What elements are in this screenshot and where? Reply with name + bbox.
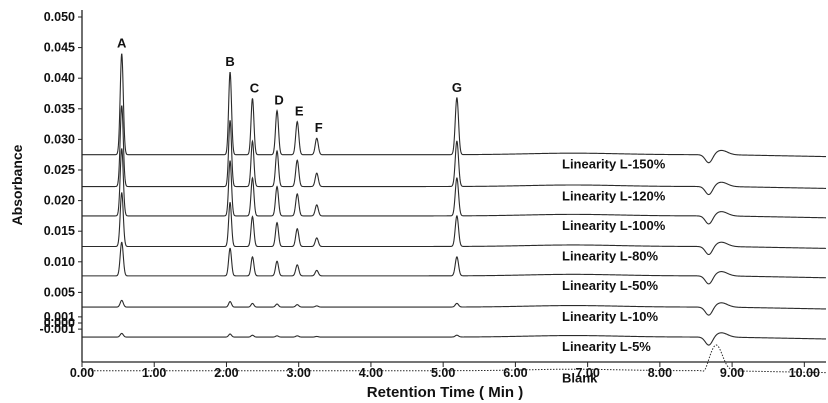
x-tick-label: 5.00 (431, 366, 455, 380)
trace-label-7: Linearity L-5% (562, 339, 651, 354)
trace-label-3: Linearity L-100% (562, 218, 666, 233)
x-tick-label: 8.00 (648, 366, 672, 380)
y-tick-label: 0.045 (44, 41, 75, 55)
x-tick-label: 3.00 (287, 366, 311, 380)
peak-label-g: G (452, 80, 462, 95)
series-line-7 (82, 332, 826, 346)
y-tick-label: 0.020 (44, 194, 75, 208)
peak-label-e: E (295, 104, 304, 119)
y-axis-title: Absorbance (9, 144, 25, 225)
trace-label-5: Linearity L-50% (562, 278, 659, 293)
x-axis-title: Retention Time ( Min ) (367, 384, 523, 401)
x-tick-label: 2.00 (214, 366, 238, 380)
trace-labels-layer: Linearity L-150% Linearity L-120% Linearit… (562, 157, 666, 386)
x-tick-label: 9.00 (720, 366, 744, 380)
series-line-4 (82, 192, 826, 256)
y-tick-label: -0.001 (40, 322, 75, 336)
series-line-8 (82, 344, 826, 374)
y-tick-label: 0.015 (44, 224, 75, 238)
trace-label-2: Linearity L-120% (562, 189, 666, 204)
y-tick-label: 0.035 (44, 102, 75, 116)
x-tick-label: 6.00 (503, 366, 527, 380)
series-line-6 (82, 299, 826, 316)
peak-label-a: A (117, 36, 127, 51)
x-tick-label: 7.00 (575, 366, 599, 380)
peak-label-f: F (315, 120, 323, 135)
ticks-layer: 0.00 1.00 2.00 3.00 4.00 5.00 6.00 7.00 8.00 9.00… (40, 10, 820, 380)
axes-layer (81, 10, 826, 363)
y-tick-label: 0.005 (44, 285, 75, 299)
peak-label-d: D (274, 93, 283, 108)
series-line-2 (82, 105, 827, 196)
series-line-3 (82, 148, 826, 225)
peak-label-b: B (225, 54, 234, 69)
y-tick-label: 0.001 (44, 310, 75, 324)
y-tick-label: 0.025 (44, 163, 75, 177)
series-line-1 (82, 53, 826, 164)
trace-label-4: Linearity L-80% (562, 249, 659, 264)
trace-label-6: Linearity L-10% (562, 309, 659, 324)
x-tick-label: 1.00 (142, 366, 166, 380)
peak-label-c: C (250, 80, 260, 95)
trace-label-8: Blank (562, 371, 598, 386)
y-tick-label: 0.030 (44, 132, 75, 146)
y-tick-label: 0.010 (44, 255, 75, 269)
y-tick-label: 0.000 (44, 316, 75, 330)
series-line-5 (82, 241, 826, 285)
y-tick-label: 0.050 (44, 10, 75, 24)
x-tick-label: 10.00 (789, 366, 820, 380)
x-tick-label: 4.00 (359, 366, 383, 380)
y-tick-label: 0.040 (44, 71, 75, 85)
x-tick-label: 0.00 (70, 366, 94, 380)
traces-layer (82, 53, 827, 374)
trace-label-1: Linearity L-150% (562, 157, 666, 172)
